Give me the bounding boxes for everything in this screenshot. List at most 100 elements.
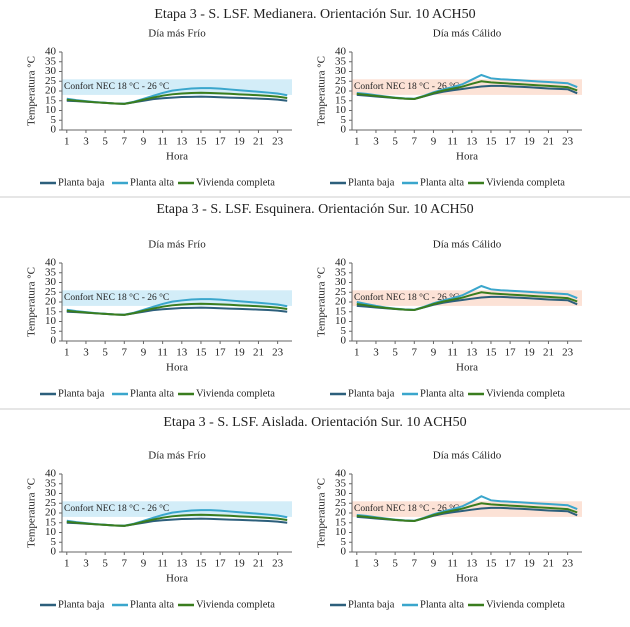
y-tick-label: 30 <box>335 487 347 499</box>
x-tick-label: 5 <box>102 558 108 570</box>
x-tick-label: 7 <box>122 347 128 359</box>
y-axis-label: Temperatura °C <box>316 478 328 548</box>
y-tick-label: 10 <box>335 104 347 116</box>
x-tick-label: 13 <box>466 558 478 570</box>
x-tick-label: 13 <box>466 347 478 359</box>
y-tick-label: 5 <box>51 325 57 337</box>
x-tick-label: 19 <box>524 136 536 148</box>
y-tick-label: 20 <box>335 296 347 308</box>
x-axis-label: Hora <box>166 362 188 374</box>
x-tick-label: 21 <box>253 558 264 570</box>
legend-label: Vivienda completa <box>196 177 275 188</box>
x-tick-label: 1 <box>64 136 70 148</box>
x-tick-label: 7 <box>412 347 418 359</box>
x-tick-label: 9 <box>431 558 437 570</box>
x-tick-label: 23 <box>562 558 574 570</box>
y-tick-label: 15 <box>335 94 347 106</box>
x-tick-label: 9 <box>141 558 147 570</box>
x-tick-label: 1 <box>64 558 70 570</box>
x-tick-label: 5 <box>392 558 398 570</box>
x-tick-label: 9 <box>141 347 147 359</box>
series-line <box>66 513 288 527</box>
y-tick-label: 20 <box>45 85 57 97</box>
chart-title: Día más Frío <box>148 28 206 40</box>
x-tick-label: 23 <box>562 347 574 359</box>
series-line <box>356 291 578 312</box>
legend-label: Vivienda completa <box>196 599 275 610</box>
y-tick-label: 5 <box>51 114 57 126</box>
x-tick-label: 13 <box>176 558 188 570</box>
x-tick-label: 21 <box>543 347 554 359</box>
x-tick-label: 5 <box>392 347 398 359</box>
y-tick-label: 5 <box>341 536 347 548</box>
x-tick-label: 7 <box>122 136 128 148</box>
x-axis-label: Hora <box>456 151 478 163</box>
y-tick-label: 0 <box>51 546 57 558</box>
y-tick-label: 10 <box>335 315 347 327</box>
x-tick-label: 11 <box>157 347 168 359</box>
x-tick-label: 3 <box>373 347 379 359</box>
legend-label: Planta alta <box>420 177 464 188</box>
y-tick-label: 0 <box>341 124 347 136</box>
series-line <box>356 502 578 523</box>
legend-label: Vivienda completa <box>486 388 565 399</box>
y-tick-label: 20 <box>45 507 57 519</box>
x-tick-label: 23 <box>272 136 284 148</box>
x-tick-label: 7 <box>122 558 128 570</box>
band-annotation: Confort NEC 18 °C - 26 °C <box>354 292 459 303</box>
x-tick-label: 5 <box>102 136 108 148</box>
y-tick-label: 25 <box>45 75 57 87</box>
y-tick-label: 15 <box>45 305 57 317</box>
chart-title: Día más Cálido <box>433 450 502 462</box>
comfort-band <box>62 501 292 517</box>
x-tick-label: 1 <box>64 347 70 359</box>
y-tick-label: 20 <box>335 85 347 97</box>
y-tick-label: 5 <box>341 325 347 337</box>
x-tick-label: 5 <box>102 347 108 359</box>
y-tick-label: 25 <box>335 75 347 87</box>
x-tick-label: 3 <box>83 347 89 359</box>
x-tick-label: 11 <box>157 136 168 148</box>
y-axis-label: Temperatura °C <box>26 478 38 548</box>
comfort-band <box>352 79 582 95</box>
x-tick-label: 7 <box>412 558 418 570</box>
legend-label: Vivienda completa <box>196 388 275 399</box>
y-axis-label: Temperatura °C <box>26 267 38 337</box>
x-tick-label: 9 <box>141 136 147 148</box>
series-line <box>356 80 578 101</box>
y-tick-label: 10 <box>45 315 57 327</box>
chart-title: Día más Frío <box>148 450 206 462</box>
x-tick-label: 19 <box>234 136 246 148</box>
y-tick-label: 0 <box>341 546 347 558</box>
chart-title: Día más Cálido <box>433 28 502 40</box>
y-tick-label: 10 <box>45 104 57 116</box>
band-annotation: Confort NEC 18 °C - 26 °C <box>64 503 169 514</box>
y-tick-label: 40 <box>45 46 57 58</box>
y-tick-label: 35 <box>45 266 57 278</box>
legend-label: Planta baja <box>348 177 395 188</box>
chart-title: Día más Frío <box>148 239 206 251</box>
y-tick-label: 40 <box>335 257 347 269</box>
y-tick-label: 30 <box>45 487 57 499</box>
x-tick-label: 19 <box>234 558 246 570</box>
x-tick-label: 21 <box>543 558 554 570</box>
x-tick-label: 15 <box>485 347 497 359</box>
x-tick-label: 15 <box>195 347 207 359</box>
x-tick-label: 5 <box>392 136 398 148</box>
y-tick-label: 25 <box>335 286 347 298</box>
x-tick-label: 9 <box>431 347 437 359</box>
x-tick-label: 3 <box>83 136 89 148</box>
x-tick-label: 15 <box>195 558 207 570</box>
y-tick-label: 35 <box>335 266 347 278</box>
x-tick-label: 23 <box>562 136 574 148</box>
comfort-band <box>352 290 582 306</box>
legend-label: Planta alta <box>130 388 174 399</box>
y-tick-label: 10 <box>45 526 57 538</box>
x-tick-label: 21 <box>253 347 264 359</box>
legend-label: Planta baja <box>58 388 105 399</box>
x-tick-label: 17 <box>215 136 227 148</box>
x-tick-label: 17 <box>215 558 227 570</box>
y-axis-label: Temperatura °C <box>316 56 328 126</box>
x-tick-label: 3 <box>373 558 379 570</box>
